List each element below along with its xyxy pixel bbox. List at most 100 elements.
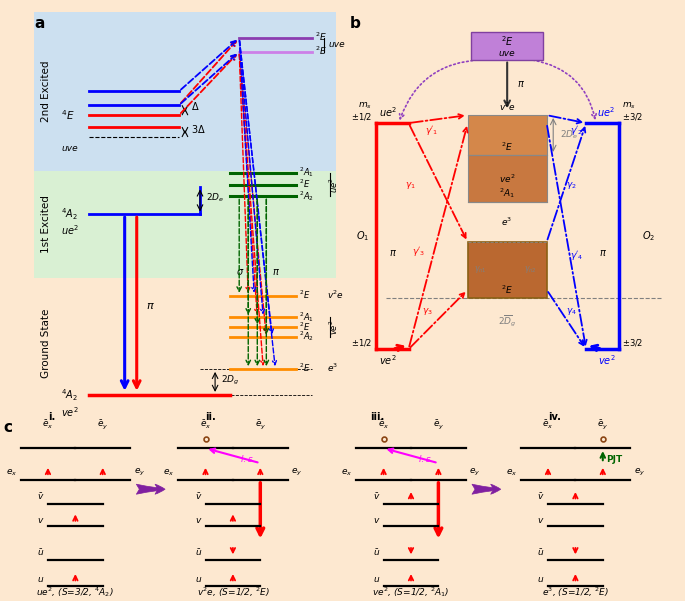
- Text: 1st Excited: 1st Excited: [41, 195, 51, 253]
- Text: $\bar{v}$: $\bar{v}$: [373, 492, 380, 502]
- Text: $u$: $u$: [537, 575, 545, 584]
- Text: $ve^2$: $ve^2$: [328, 320, 340, 335]
- Text: b: b: [349, 16, 360, 31]
- Text: $\gamma'_1$: $\gamma'_1$: [425, 124, 438, 137]
- Text: $^2E$: $^2E$: [501, 141, 513, 153]
- Text: $\bar{u}$: $\bar{u}$: [537, 548, 545, 558]
- Text: $ue^2$: $ue^2$: [597, 105, 616, 119]
- Text: $\pm 3/2$: $\pm 3/2$: [622, 111, 644, 121]
- Text: $\pm 1/2$: $\pm 1/2$: [351, 337, 373, 348]
- Text: $e_x$: $e_x$: [5, 468, 17, 478]
- Text: a: a: [34, 16, 45, 31]
- Text: $\bar{e}_x$: $\bar{e}_x$: [42, 419, 53, 432]
- Text: $^4A_2$: $^4A_2$: [62, 387, 78, 403]
- Text: $^4A_2$: $^4A_2$: [62, 207, 78, 222]
- Text: $ve^2$: $ve^2$: [62, 404, 79, 418]
- Text: $e^3$: $e^3$: [501, 216, 513, 228]
- Text: $m_s$: $m_s$: [358, 100, 373, 111]
- Text: $v^2e$: $v^2e$: [499, 101, 516, 113]
- Text: $e^3$: $e^3$: [327, 362, 338, 374]
- Text: uve: uve: [499, 49, 516, 58]
- Text: $2D_e$: $2D_e$: [206, 192, 225, 204]
- Text: iv.: iv.: [548, 412, 561, 423]
- Text: $\gamma_1$: $\gamma_1$: [406, 180, 416, 191]
- Text: Ground State: Ground State: [41, 308, 51, 378]
- Text: $^2E$: $^2E$: [501, 34, 514, 47]
- Text: $ue^2$, (S=3/2, $^4A_2$): $ue^2$, (S=3/2, $^4A_2$): [36, 585, 114, 599]
- Text: $\pi$: $\pi$: [389, 248, 397, 258]
- Text: $\gamma_2$: $\gamma_2$: [566, 180, 577, 191]
- Text: $e_y$: $e_y$: [134, 467, 145, 478]
- Text: $v$: $v$: [195, 516, 202, 525]
- Bar: [34, 278, 336, 409]
- Text: $^2A_1$: $^2A_1$: [299, 165, 314, 179]
- Text: $ve^2$: $ve^2$: [379, 353, 397, 367]
- Text: $\pi$: $\pi$: [146, 300, 155, 311]
- Text: $v$: $v$: [373, 516, 380, 525]
- Text: $\bar{e}_y$: $\bar{e}_y$: [255, 418, 266, 432]
- Text: $\pm 3/2$: $\pm 3/2$: [622, 337, 644, 348]
- Text: $2D_e$: $2D_e$: [560, 129, 578, 141]
- Text: $l.s$: $l.s$: [240, 453, 253, 464]
- Text: $\bar{u}$: $\bar{u}$: [195, 548, 202, 558]
- Text: $\gamma'_3$: $\gamma'_3$: [412, 245, 425, 258]
- Text: $\pi$: $\pi$: [599, 248, 607, 258]
- Text: $^2A_1$: $^2A_1$: [299, 310, 314, 323]
- Text: $e_y$: $e_y$: [634, 467, 645, 478]
- Text: $u$: $u$: [37, 575, 45, 584]
- Bar: [471, 32, 543, 59]
- Text: $\bar{e}_y$: $\bar{e}_y$: [97, 418, 108, 432]
- Text: $\sigma$: $\sigma$: [236, 267, 245, 277]
- Text: $v^2e$, (S=1/2, $^2E$): $v^2e$, (S=1/2, $^2E$): [197, 586, 269, 599]
- Text: $2D_g$: $2D_g$: [221, 373, 240, 386]
- Text: $\bar{e}_x$: $\bar{e}_x$: [378, 419, 389, 432]
- Text: $u$: $u$: [195, 575, 202, 584]
- Text: $\pi$: $\pi$: [517, 79, 525, 90]
- Text: 2nd Excited: 2nd Excited: [41, 61, 51, 122]
- Text: $\bar{u}$: $\bar{u}$: [37, 548, 45, 558]
- Text: $\bar{v}$: $\bar{v}$: [195, 492, 202, 502]
- Text: $v$: $v$: [537, 516, 545, 525]
- Text: iii.: iii.: [370, 412, 384, 423]
- Text: $^2A_1$: $^2A_1$: [499, 186, 515, 200]
- Text: $^2E$: $^2E$: [299, 362, 311, 374]
- Text: $^2A_2$: $^2A_2$: [299, 189, 314, 203]
- Text: $^4E$: $^4E$: [62, 108, 75, 122]
- Text: $O_1$: $O_1$: [356, 229, 369, 243]
- Bar: [468, 155, 547, 203]
- Text: $\bar{v}$: $\bar{v}$: [537, 492, 545, 502]
- Text: $^2E$: $^2E$: [501, 283, 513, 296]
- Bar: [34, 12, 336, 171]
- Text: $^2E$: $^2E$: [299, 288, 311, 301]
- Text: $e^3$, (S=1/2, $^2E$): $e^3$, (S=1/2, $^2E$): [542, 586, 609, 599]
- Text: $\gamma'_2$: $\gamma'_2$: [570, 124, 583, 137]
- Text: $\gamma'_4$: $\gamma'_4$: [570, 249, 583, 262]
- Text: $\bar{e}_x$: $\bar{e}_x$: [200, 419, 211, 432]
- Text: $v^2e$: $v^2e$: [327, 288, 344, 301]
- Text: $\pm 1/2$: $\pm 1/2$: [351, 111, 373, 121]
- Text: $\gamma_{n2}$: $\gamma_{n2}$: [523, 264, 536, 275]
- Text: $\bar{e}_y$: $\bar{e}_y$: [597, 418, 608, 432]
- Text: $ve^2$: $ve^2$: [499, 172, 516, 185]
- Text: $e_y$: $e_y$: [469, 467, 481, 478]
- Text: ii.: ii.: [206, 412, 216, 423]
- Bar: [468, 242, 547, 297]
- Text: $\Delta$: $\Delta$: [191, 100, 199, 112]
- Text: uve: uve: [328, 40, 345, 49]
- Text: $^2A_2$: $^2A_2$: [299, 329, 314, 343]
- Text: $ue^2$: $ue^2$: [379, 105, 397, 119]
- Text: $e_x$: $e_x$: [341, 468, 353, 478]
- Text: $\gamma_4$: $\gamma_4$: [566, 307, 577, 317]
- Text: $^2E$: $^2E$: [314, 44, 327, 57]
- Text: $l.s$: $l.s$: [418, 453, 432, 464]
- Text: $ve^2$: $ve^2$: [598, 353, 616, 367]
- Text: i.: i.: [48, 412, 55, 423]
- Text: $\gamma_3$: $\gamma_3$: [422, 307, 432, 317]
- Text: $e_x$: $e_x$: [163, 468, 175, 478]
- Bar: [34, 171, 336, 278]
- Text: $\bar{e}_x$: $\bar{e}_x$: [543, 419, 553, 432]
- Text: $\bar{u}$: $\bar{u}$: [373, 548, 380, 558]
- Text: $^2E$: $^2E$: [299, 177, 311, 190]
- Text: $ue^2$: $ue^2$: [62, 223, 79, 237]
- Text: $ve^2$, (S=1/2, $^2A_1$): $ve^2$, (S=1/2, $^2A_1$): [373, 585, 449, 599]
